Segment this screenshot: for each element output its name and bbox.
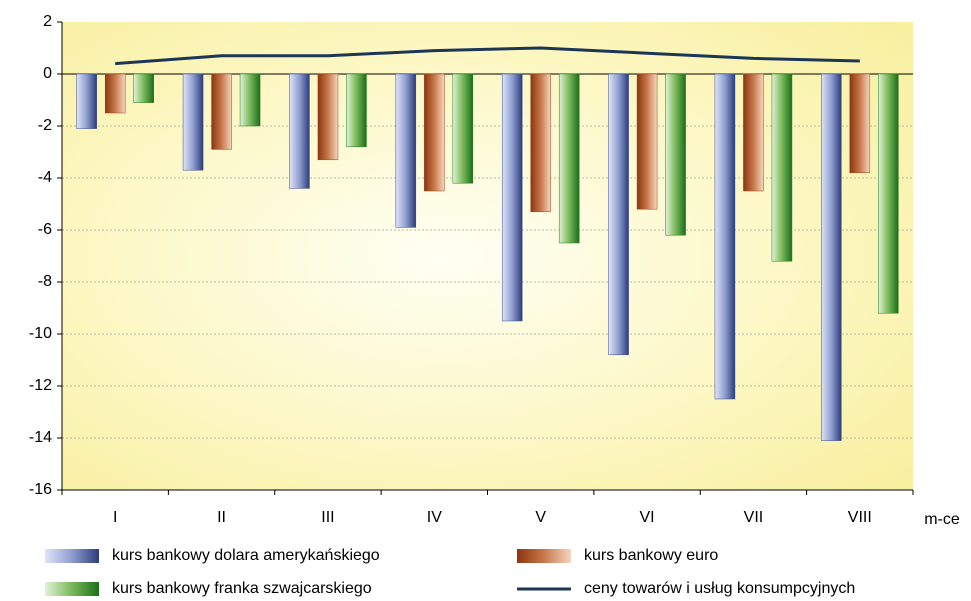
y-tick-label: -16 <box>29 481 52 498</box>
bar <box>239 73 261 127</box>
x-tick-label: VIII <box>848 509 872 526</box>
bar <box>530 73 551 213</box>
bar <box>395 73 417 228</box>
x-axis-label: m-ce <box>924 511 960 528</box>
y-tick-label: -2 <box>38 117 52 134</box>
x-tick-label: V <box>535 509 546 526</box>
legend-label: ceny towarów i usług konsumpcyjnych <box>584 580 855 597</box>
bar <box>665 73 686 236</box>
y-tick-label: -8 <box>38 273 52 290</box>
x-tick-label: IV <box>427 509 442 526</box>
bar <box>558 73 580 244</box>
bar <box>821 73 842 441</box>
bar <box>452 73 474 184</box>
y-tick-label: 2 <box>43 13 52 30</box>
bar <box>636 73 658 210</box>
bar <box>771 73 793 262</box>
bar <box>346 73 367 148</box>
legend-label: kurs bankowy franka szwajcarskiego <box>112 580 372 597</box>
bar <box>714 73 736 400</box>
bar <box>211 73 232 150</box>
legend-swatch <box>45 549 99 563</box>
y-tick-label: -4 <box>38 169 52 186</box>
bar <box>878 73 899 314</box>
legend-swatch <box>45 582 99 596</box>
bar <box>182 73 204 171</box>
x-tick-label: II <box>217 509 226 526</box>
y-tick-label: -6 <box>38 221 52 238</box>
y-tick-label: -14 <box>29 429 52 446</box>
bar <box>849 73 871 174</box>
bar <box>104 73 126 114</box>
x-tick-label: III <box>321 509 334 526</box>
legend-label: kurs bankowy dolara amerykańskiego <box>112 547 380 564</box>
x-tick-label: VI <box>640 509 655 526</box>
y-tick-label: 0 <box>43 65 52 82</box>
bar <box>424 73 445 192</box>
legend-label: kurs bankowy euro <box>584 547 718 564</box>
y-tick-label: -10 <box>29 325 52 342</box>
bar <box>317 73 339 161</box>
bar <box>133 73 154 103</box>
legend-swatch <box>517 549 571 563</box>
x-tick-label: VII <box>744 509 764 526</box>
line <box>115 46 860 66</box>
x-tick-label: I <box>113 509 117 526</box>
bar <box>501 73 523 322</box>
bar <box>289 73 310 189</box>
plot-area <box>62 22 913 490</box>
y-tick-label: -12 <box>29 377 52 394</box>
bar <box>743 73 764 192</box>
bar <box>76 73 97 129</box>
bar <box>608 73 629 356</box>
